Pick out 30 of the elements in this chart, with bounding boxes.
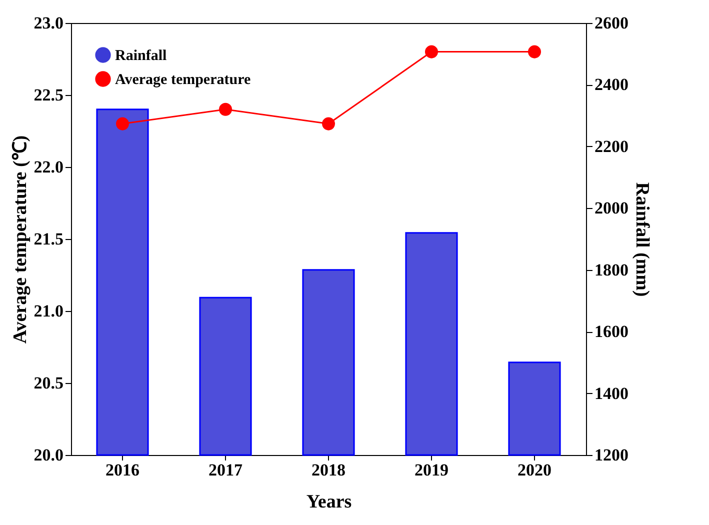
- y-tick-label: 20.5: [34, 374, 64, 392]
- x-tick-label: 2019: [414, 460, 448, 480]
- y2-tick-label: 2000: [594, 198, 628, 218]
- point: [322, 117, 336, 130]
- x-tick-label: 2017: [208, 460, 243, 480]
- x-tick-label: 2020: [518, 460, 552, 480]
- y-tick-label: 21.0: [34, 302, 64, 320]
- y2-axis-title: Rainfall (mm): [632, 182, 652, 297]
- y-tick-label: 22.5: [34, 86, 64, 104]
- y-tick-label: 22.0: [34, 158, 64, 176]
- y2-tick-label: 1400: [594, 384, 628, 403]
- legend-label: Average temperature: [115, 72, 251, 88]
- point: [528, 45, 542, 58]
- y-tick-label: 21.5: [34, 230, 64, 248]
- y2-tick-label: 1800: [594, 260, 628, 280]
- point: [424, 45, 438, 58]
- x-axis-title: Years: [306, 492, 352, 512]
- y2-tick-label: 2400: [594, 75, 628, 94]
- y-axis-title: Average temperature (℃): [10, 135, 31, 344]
- legend-label: Rainfall: [115, 48, 167, 64]
- x-tick-label: 2016: [106, 460, 140, 480]
- y2-tick-label: 2200: [594, 136, 628, 156]
- point: [218, 102, 232, 116]
- y-tick-label: 20.0: [34, 446, 64, 464]
- y2-tick-label: 2600: [594, 14, 628, 32]
- point: [116, 117, 130, 130]
- y-tick-label: 23.0: [34, 14, 64, 32]
- x-tick-label: 2018: [312, 460, 346, 480]
- y2-tick-label: 1200: [594, 446, 628, 464]
- y2-tick-label: 1600: [594, 322, 628, 342]
